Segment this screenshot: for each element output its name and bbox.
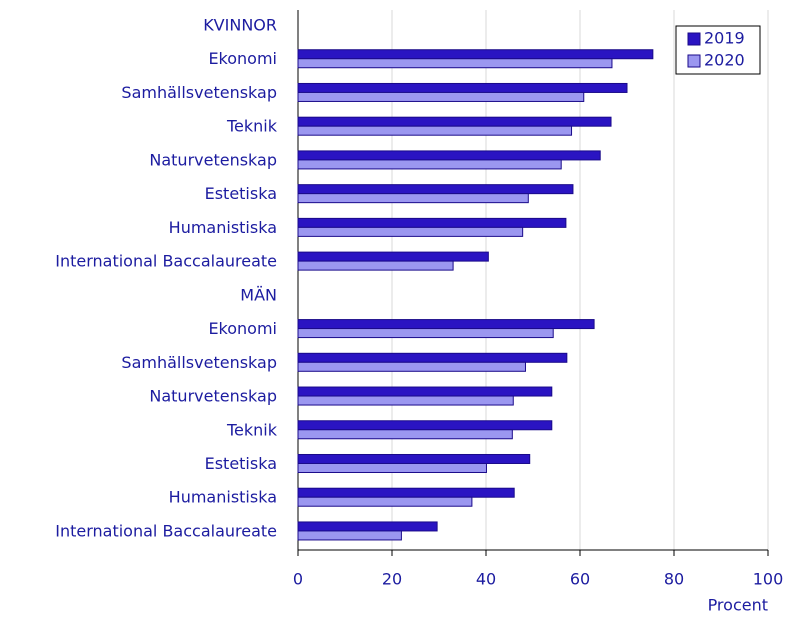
bar	[297, 82, 628, 93]
x-tick-label: 100	[753, 570, 784, 589]
legend-swatch	[687, 32, 701, 46]
bar	[297, 361, 526, 372]
bar	[297, 116, 612, 127]
bar	[297, 352, 568, 363]
y-tick-label: Teknik	[226, 420, 278, 439]
y-tick-label: Samhällsvetenskap	[121, 83, 277, 102]
bar	[297, 420, 553, 431]
bar	[297, 328, 554, 339]
y-tick-label: International Baccalaureate	[55, 521, 277, 540]
legend-label: 2020	[704, 51, 745, 70]
legend-label: 2019	[704, 29, 745, 48]
y-tick-label: Ekonomi	[208, 319, 277, 338]
y-tick-label: International Baccalaureate	[55, 252, 277, 271]
bar	[297, 184, 574, 195]
y-tick-label: Estetiska	[205, 454, 277, 473]
y-tick-label: Humanistiska	[169, 488, 277, 507]
bar	[297, 521, 438, 532]
bar	[297, 319, 595, 330]
x-tick-label: 60	[570, 570, 590, 589]
bar	[297, 260, 454, 271]
bar	[297, 58, 613, 69]
y-tick-label: Samhällsvetenskap	[121, 353, 277, 372]
y-tick-label: Humanistiska	[169, 218, 277, 237]
bar	[297, 386, 553, 397]
bar	[297, 496, 473, 507]
bar	[297, 125, 573, 136]
legend-swatch	[687, 54, 701, 68]
y-tick-label: MÄN	[240, 285, 277, 304]
x-tick-label: 20	[382, 570, 402, 589]
y-tick-label: Naturvetenskap	[149, 150, 277, 169]
bar	[297, 462, 487, 473]
bar	[297, 193, 529, 204]
bar	[297, 487, 515, 498]
bar	[297, 150, 601, 161]
bar	[297, 453, 531, 464]
x-axis-label: Procent	[708, 596, 768, 615]
y-tick-label: Estetiska	[205, 184, 277, 203]
bar	[297, 159, 562, 170]
bar	[297, 251, 489, 262]
bar	[297, 49, 654, 60]
bar	[297, 217, 567, 228]
x-tick-label: 80	[664, 570, 684, 589]
y-tick-label: Naturvetenskap	[149, 387, 277, 406]
bar	[297, 226, 524, 237]
y-tick-label: Ekonomi	[208, 49, 277, 68]
x-tick-label: 40	[476, 570, 496, 589]
bar	[297, 530, 402, 541]
bar	[297, 429, 513, 440]
bar	[297, 395, 514, 406]
x-tick-label: 0	[293, 570, 303, 589]
y-tick-label: Teknik	[226, 117, 278, 136]
bar	[297, 91, 585, 102]
y-tick-label: KVINNOR	[203, 16, 277, 35]
